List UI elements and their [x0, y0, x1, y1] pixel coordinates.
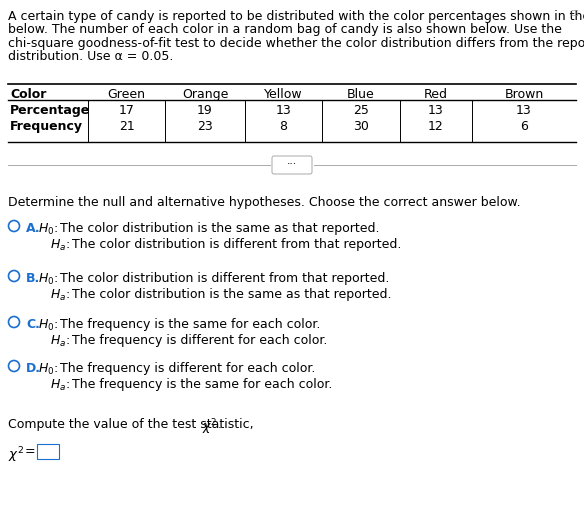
Text: The color distribution is different from that reported.: The color distribution is different from…	[60, 272, 390, 285]
Text: 6: 6	[520, 120, 528, 133]
Text: 25: 25	[353, 104, 369, 117]
Text: The frequency is the same for each color.: The frequency is the same for each color…	[72, 378, 332, 391]
Text: The frequency is the same for each color.: The frequency is the same for each color…	[60, 318, 321, 331]
Text: 13: 13	[428, 104, 444, 117]
Text: $\chi^2$: $\chi^2$	[8, 445, 24, 464]
Text: =: =	[25, 445, 36, 458]
Text: Brown: Brown	[505, 88, 544, 101]
Text: The color distribution is the same as that reported.: The color distribution is the same as th…	[72, 288, 391, 301]
Text: $H_a$:: $H_a$:	[50, 288, 70, 303]
Text: Orange: Orange	[182, 88, 228, 101]
Text: 30: 30	[353, 120, 369, 133]
Text: Compute the value of the test statistic,: Compute the value of the test statistic,	[8, 418, 258, 431]
Text: distribution. Use α = 0.05.: distribution. Use α = 0.05.	[8, 51, 173, 63]
Text: $H_a$:: $H_a$:	[50, 378, 70, 393]
Text: A.: A.	[26, 222, 41, 235]
Text: 23: 23	[197, 120, 213, 133]
Text: Green: Green	[107, 88, 145, 101]
Text: The color distribution is different from that reported.: The color distribution is different from…	[72, 238, 401, 251]
FancyBboxPatch shape	[37, 444, 59, 459]
Text: $\chi^2$: $\chi^2$	[202, 417, 217, 437]
Text: $H_a$:: $H_a$:	[50, 334, 70, 349]
Text: The frequency is different for each color.: The frequency is different for each colo…	[60, 362, 315, 375]
Text: Blue: Blue	[347, 88, 375, 101]
FancyBboxPatch shape	[272, 156, 312, 174]
Text: D.: D.	[26, 362, 41, 375]
Text: $H_a$:: $H_a$:	[50, 238, 70, 253]
Text: 12: 12	[428, 120, 444, 133]
Text: 19: 19	[197, 104, 213, 117]
Text: □: □	[570, 8, 578, 17]
Text: 13: 13	[276, 104, 291, 117]
Text: Color: Color	[10, 88, 46, 101]
Text: Percentage: Percentage	[10, 104, 91, 117]
Text: $H_0$:: $H_0$:	[38, 222, 58, 237]
Text: below. The number of each color in a random bag of candy is also shown below. Us: below. The number of each color in a ran…	[8, 23, 562, 37]
Text: A certain type of candy is reported to be distributed with the color percentages: A certain type of candy is reported to b…	[8, 10, 584, 23]
Text: Red: Red	[424, 88, 448, 101]
Text: C.: C.	[26, 318, 40, 331]
Text: Yellow: Yellow	[264, 88, 303, 101]
Text: 13: 13	[516, 104, 532, 117]
Text: Frequency: Frequency	[10, 120, 83, 133]
Text: $H_0$:: $H_0$:	[38, 272, 58, 287]
Text: Determine the null and alternative hypotheses. Choose the correct answer below.: Determine the null and alternative hypot…	[8, 196, 520, 209]
Text: $H_0$:: $H_0$:	[38, 318, 58, 333]
Text: ···: ···	[287, 159, 297, 169]
Text: The frequency is different for each color.: The frequency is different for each colo…	[72, 334, 328, 347]
Text: .: .	[218, 418, 222, 431]
Text: The color distribution is the same as that reported.: The color distribution is the same as th…	[60, 222, 380, 235]
Text: $H_0$:: $H_0$:	[38, 362, 58, 377]
Text: 21: 21	[119, 120, 134, 133]
Text: 8: 8	[280, 120, 287, 133]
Text: B.: B.	[26, 272, 40, 285]
Text: 17: 17	[119, 104, 134, 117]
Text: chi-square goodness-of-fit test to decide whether the color distribution differs: chi-square goodness-of-fit test to decid…	[8, 37, 584, 50]
